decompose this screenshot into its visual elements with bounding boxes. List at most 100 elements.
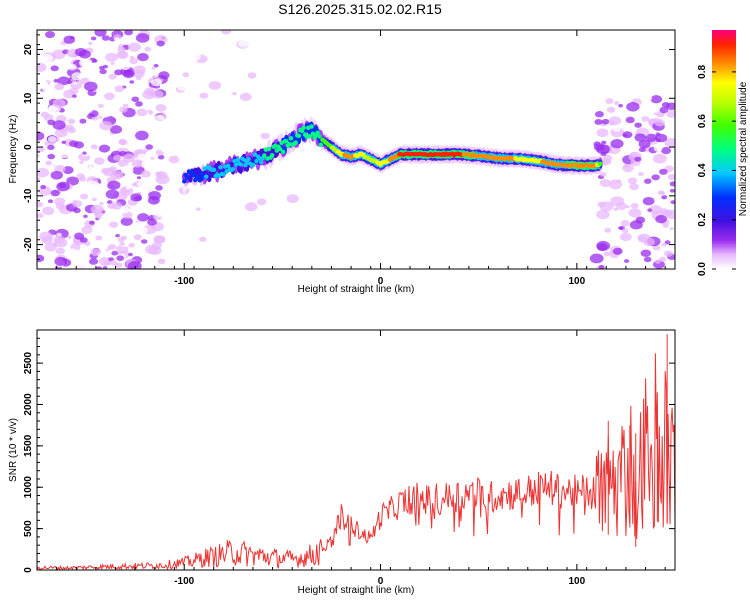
spectrogram-noise-blob bbox=[136, 180, 147, 188]
spectrogram-noise-blob bbox=[151, 66, 156, 70]
spectrogram-noise-blob bbox=[64, 246, 71, 251]
spectrogram-ridge-cell bbox=[189, 169, 195, 174]
spectrogram-noise-blob bbox=[153, 114, 166, 124]
spectrogram-noise-blob bbox=[608, 116, 622, 126]
spectrogram-noise-blob bbox=[661, 242, 667, 247]
spectrogram-xtick-label: -100 bbox=[174, 276, 194, 287]
spectrogram-noise-blob bbox=[111, 250, 119, 256]
spectrogram-noise-blob bbox=[670, 200, 675, 205]
snr-xtick-label: -100 bbox=[174, 576, 194, 587]
spectrogram-noise-blob bbox=[148, 245, 162, 255]
spectrogram-noise-blob bbox=[107, 203, 116, 209]
spectrogram-ridge-cell bbox=[598, 161, 603, 167]
spectrogram-noise-blob bbox=[629, 152, 637, 158]
spectrogram-xtick-label: 0 bbox=[378, 276, 384, 287]
spectrogram-noise-blob bbox=[45, 31, 56, 39]
spectrogram-noise-blob bbox=[100, 130, 111, 138]
spectrogram-ridge-cell bbox=[266, 146, 272, 152]
spectrogram-noise-blob bbox=[263, 261, 268, 265]
spectrogram-noise-blob bbox=[37, 177, 41, 181]
spectrogram-noise-blob bbox=[599, 171, 607, 177]
spectrogram-noise-blob bbox=[148, 190, 161, 201]
spectrogram-noise-blob bbox=[234, 212, 240, 217]
spectrogram-ridge-cell bbox=[221, 172, 226, 177]
spectrogram-noise-blob bbox=[101, 35, 110, 41]
spectrogram-noise-blob bbox=[67, 118, 76, 125]
spectrogram-noise-blob bbox=[81, 225, 93, 234]
spectrogram-noise-blob bbox=[608, 179, 623, 190]
spectrogram-noise-blob bbox=[645, 133, 658, 143]
spectrogram-noise-blob bbox=[281, 95, 294, 105]
spectrogram-noise-blob bbox=[629, 220, 643, 230]
spectrogram-noise-blob bbox=[638, 172, 644, 177]
spectrogram-ytick-label: -10 bbox=[23, 188, 34, 203]
spectrogram-noise-blob bbox=[150, 78, 162, 87]
spectrogram-ridge-cell bbox=[257, 156, 262, 161]
spectrogram-noise-blob bbox=[117, 46, 126, 53]
spectrogram-xlabel: Height of straight line (km) bbox=[298, 284, 415, 295]
spectrogram-noise-blob bbox=[102, 238, 108, 242]
spectrogram-noise-blob bbox=[95, 235, 103, 241]
spectrogram-noise-blob bbox=[120, 62, 131, 70]
spectrogram-noise-blob bbox=[194, 121, 205, 129]
spectrogram-noise-blob bbox=[650, 95, 663, 104]
spectrogram-noise-blob bbox=[131, 182, 137, 187]
spectrogram-ridge-cell bbox=[284, 139, 289, 144]
spectrogram-noise-blob bbox=[294, 242, 307, 252]
colorbar-tick-label: 0.6 bbox=[697, 114, 708, 128]
spectrogram-noise-blob bbox=[85, 180, 99, 190]
colorbar-tick-label: 0.2 bbox=[697, 212, 708, 226]
spectrogram-noise-blob bbox=[664, 137, 675, 148]
spectrogram-ridge-cell bbox=[188, 174, 193, 183]
spectrogram-noise-blob bbox=[652, 244, 661, 251]
spectrogram-noise-blob bbox=[53, 78, 59, 83]
spectrogram-noise-blob bbox=[638, 147, 646, 153]
spectrogram-noise-blob bbox=[643, 237, 655, 247]
spectrogram-noise-blob bbox=[634, 156, 642, 162]
spectrogram-noise-blob bbox=[57, 76, 70, 86]
spectrogram-noise-blob bbox=[642, 196, 655, 206]
spectrogram-noise-blob bbox=[223, 194, 236, 203]
snr-xtick-label: 100 bbox=[569, 576, 586, 587]
spectrogram-noise-blob bbox=[182, 151, 191, 158]
spectrogram-noise-blob bbox=[153, 63, 159, 68]
spectrogram-noise-blob bbox=[89, 130, 96, 135]
spectrogram-noise-blob bbox=[226, 52, 238, 61]
spectrogram-noise-blob bbox=[47, 199, 54, 204]
spectrogram-noise-blob bbox=[120, 165, 134, 175]
spectrogram-noise-blob bbox=[647, 208, 653, 212]
spectrogram-noise-blob bbox=[172, 143, 180, 150]
spectrogram-noise-blob bbox=[80, 193, 89, 200]
spectrogram-noise-blob bbox=[88, 258, 99, 265]
spectrogram-noise-blob bbox=[142, 90, 156, 100]
spectrogram-noise-blob bbox=[626, 102, 640, 112]
spectrogram-noise-blob bbox=[95, 266, 103, 269]
spectrogram-noise-blob bbox=[37, 201, 44, 208]
spectrogram-noise-blob bbox=[105, 52, 118, 62]
spectrogram-noise-blob bbox=[661, 195, 668, 200]
spectrogram-noise-blob bbox=[260, 214, 274, 225]
spectrogram-ylabel: Frequency (Hz) bbox=[8, 115, 19, 184]
spectrogram-noise-blob bbox=[90, 36, 97, 41]
spectrogram-ridge-cell bbox=[293, 140, 298, 145]
spectrogram-noise-blob bbox=[72, 94, 77, 98]
spectrogram-noise-blob bbox=[261, 128, 269, 134]
spectrogram-noise-blob bbox=[88, 165, 94, 169]
spectrogram-noise-blob bbox=[44, 178, 51, 183]
spectrogram-noise-blob bbox=[103, 260, 112, 266]
figure-title: S126.2025.315.02.02.R15 bbox=[278, 1, 442, 17]
spectrogram-noise-blob bbox=[117, 50, 128, 58]
spectrogram-noise-blob bbox=[203, 153, 209, 157]
snr-background bbox=[37, 330, 675, 570]
spectrogram-noise-blob bbox=[91, 124, 102, 132]
spectrogram-noise-blob bbox=[135, 101, 143, 107]
spectrogram-noise-blob bbox=[273, 57, 283, 65]
spectrogram-noise-blob bbox=[107, 180, 121, 190]
spectrogram-ridge-cell bbox=[262, 153, 267, 158]
spectrogram-noise-blob bbox=[589, 253, 604, 264]
spectrogram-frame bbox=[36, 29, 676, 270]
spectrogram-noise-blob bbox=[56, 181, 70, 192]
spectrogram-noise-blob bbox=[655, 132, 661, 136]
spectrogram-noise-blob bbox=[65, 248, 79, 258]
spectrogram-noise-blob bbox=[66, 176, 80, 186]
